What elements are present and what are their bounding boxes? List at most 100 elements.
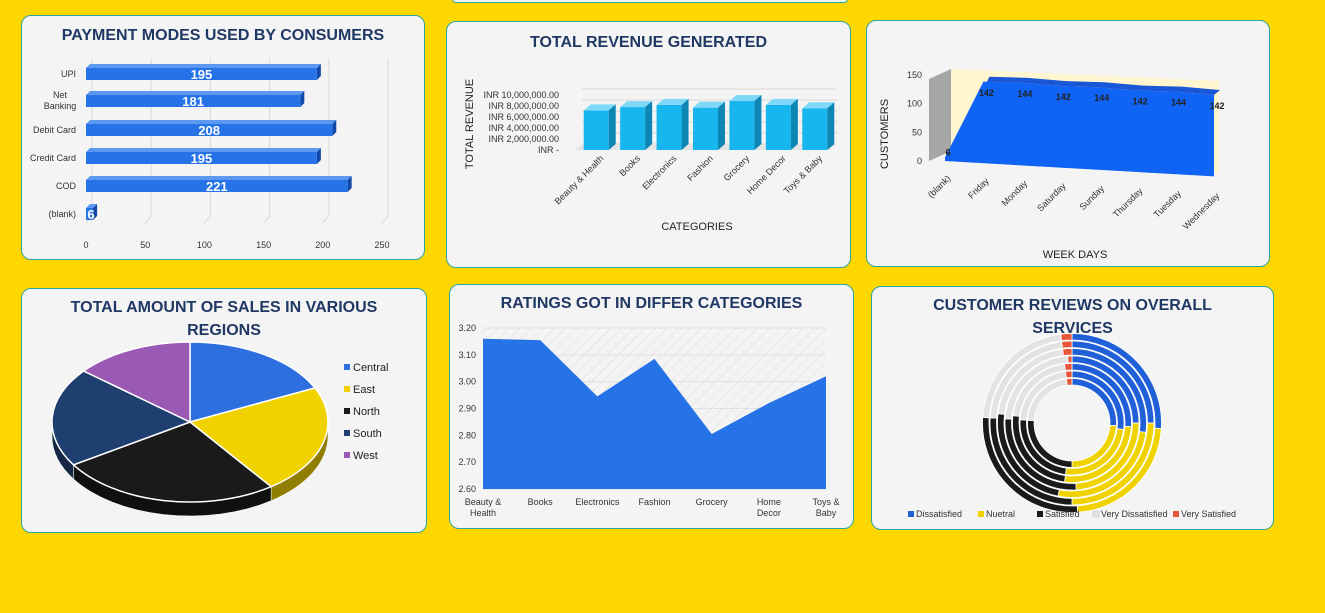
pie-slice — [51, 370, 192, 466]
column — [693, 107, 718, 150]
x-category-label: Sunday — [1077, 183, 1106, 212]
column-side — [754, 95, 762, 150]
x-category-label: Fashion — [685, 153, 715, 183]
column — [583, 110, 609, 150]
column-side — [608, 104, 616, 150]
y-tick-label: INR 6,000,000.00 — [488, 112, 559, 122]
x-tick-label: 100 — [197, 240, 212, 250]
weekdays-chart: 0 50 100 150 6 142 144 142 144 142 144 142 (blank) Fr… — [879, 69, 1225, 261]
reviews-panel: CUSTOMER REVIEWS ON OVERALL SERVICES Dis… — [871, 286, 1274, 530]
x-category-label: Electronics — [640, 153, 679, 192]
y-tick-label: 100 — [907, 99, 922, 109]
x-category-label: Saturday — [1035, 180, 1068, 213]
column — [620, 107, 646, 150]
x-category-label: Toys & Baby — [782, 153, 825, 196]
ratings-chart: 2.60 2.70 2.80 2.90 3.00 3.10 3.20 Beauty & Heal… — [458, 323, 839, 518]
x-tick-label: 150 — [256, 240, 271, 250]
bar-side — [93, 204, 98, 220]
bar-data-label: 195 — [191, 151, 213, 166]
y-tick-label: 2.70 — [458, 457, 476, 467]
legend-label: North — [353, 406, 380, 418]
area-data-label: 144 — [1017, 89, 1032, 99]
x-axis-title: CATEGORIES — [661, 221, 732, 233]
gridline-diag — [144, 215, 152, 224]
column-side — [718, 101, 725, 150]
y-tick-label: 50 — [912, 127, 922, 137]
legend-label: South — [353, 428, 382, 440]
legend-swatch — [344, 408, 350, 414]
revenue-chart-title: TOTAL REVENUE GENERATED — [529, 34, 768, 51]
column-side — [681, 98, 689, 150]
x-category-label: Grocery — [722, 153, 752, 183]
y-tick-label: INR 2,000,000.00 — [488, 134, 559, 144]
x-tick-label: 250 — [374, 240, 389, 250]
x-category-label: Electronics — [575, 497, 620, 507]
weekdays-panel: 0 50 100 150 6 142 144 142 144 142 144 142 (blank) Fr… — [866, 20, 1270, 267]
x-category-label: Books — [528, 497, 554, 507]
column-top — [802, 102, 835, 109]
bar-data-label: 221 — [206, 179, 228, 194]
legend-label: Very Dissatisfied — [1101, 509, 1168, 519]
regions-panel: TOTAL AMOUNT OF SALES IN VARIOUS REGIONS… — [21, 288, 427, 533]
y-tick-label: INR 8,000,000.00 — [488, 101, 559, 111]
doughnut-segment — [1062, 348, 1073, 356]
column — [656, 104, 682, 150]
bar-data-label: 181 — [182, 94, 204, 109]
x-category-label: Tuesday — [1152, 188, 1184, 220]
bar — [86, 124, 333, 136]
x-category-label: (blank) — [926, 173, 953, 200]
column-top — [693, 101, 725, 108]
x-category-label: Monday — [1000, 178, 1030, 208]
gridline-diag — [263, 215, 270, 224]
legend-label: Central — [353, 362, 388, 374]
y-category-label: COD — [56, 181, 77, 191]
doughnut-segment — [1064, 363, 1073, 371]
x-tick-label: 0 — [83, 240, 88, 250]
bar-side — [300, 91, 305, 107]
pie-slice — [72, 421, 273, 503]
bar-top — [86, 148, 321, 152]
top-panel-edge — [452, 0, 848, 3]
pie-slice — [189, 341, 317, 423]
x-category-label: Toys & Baby — [812, 497, 839, 518]
column-top — [765, 98, 798, 105]
legend-swatch — [908, 511, 914, 517]
x-category-label: Thursday — [1111, 186, 1145, 220]
y-category-label: Net Banking — [44, 90, 77, 111]
pie-slice — [188, 387, 329, 488]
legend-swatch — [344, 452, 350, 458]
ratings-area — [483, 338, 826, 489]
reviews-chart-title: CUSTOMER REVIEWS ON OVERALL SERVICES — [933, 297, 1212, 337]
legend-swatch — [344, 386, 350, 392]
legend-label: Satisfied — [1045, 509, 1080, 519]
ratings-panel: RATINGS GOT IN DIFFER CATEGORIES 2.60 2.7… — [449, 284, 854, 529]
column-side — [645, 101, 653, 150]
legend-label: Very Satisfied — [1181, 509, 1236, 519]
bar-side — [316, 148, 321, 164]
x-category-label: Friday — [966, 175, 991, 200]
bar-data-label: 195 — [191, 67, 213, 82]
y-axis-title: TOTAL REVENUE — [464, 79, 476, 169]
y-axis-title: CUSTOMERS — [879, 99, 891, 169]
y-tick-label: 0 — [917, 156, 922, 166]
column — [765, 104, 791, 150]
column-side — [827, 102, 835, 150]
bar — [86, 180, 348, 192]
bar-data-label: 6 — [87, 207, 94, 222]
area-front — [945, 81, 1214, 177]
area-data-label: 142 — [1133, 97, 1148, 107]
y-tick-label: INR - — [538, 145, 559, 155]
column-top — [729, 95, 762, 102]
bar — [86, 152, 317, 164]
x-axis-title: WEEK DAYS — [1043, 249, 1108, 261]
column-side — [790, 98, 798, 150]
bar-data-label: 208 — [198, 123, 220, 138]
y-tick-label: 2.80 — [458, 430, 476, 440]
bar — [86, 68, 317, 80]
regions-chart: Central East North South West — [51, 341, 388, 517]
x-category-label: Grocery — [696, 497, 729, 507]
y-category-label: Credit Card — [30, 153, 76, 163]
payment-chart-title: PAYMENT MODES USED BY CONSUMERS — [61, 27, 385, 44]
area-data-label: 142 — [979, 88, 994, 98]
